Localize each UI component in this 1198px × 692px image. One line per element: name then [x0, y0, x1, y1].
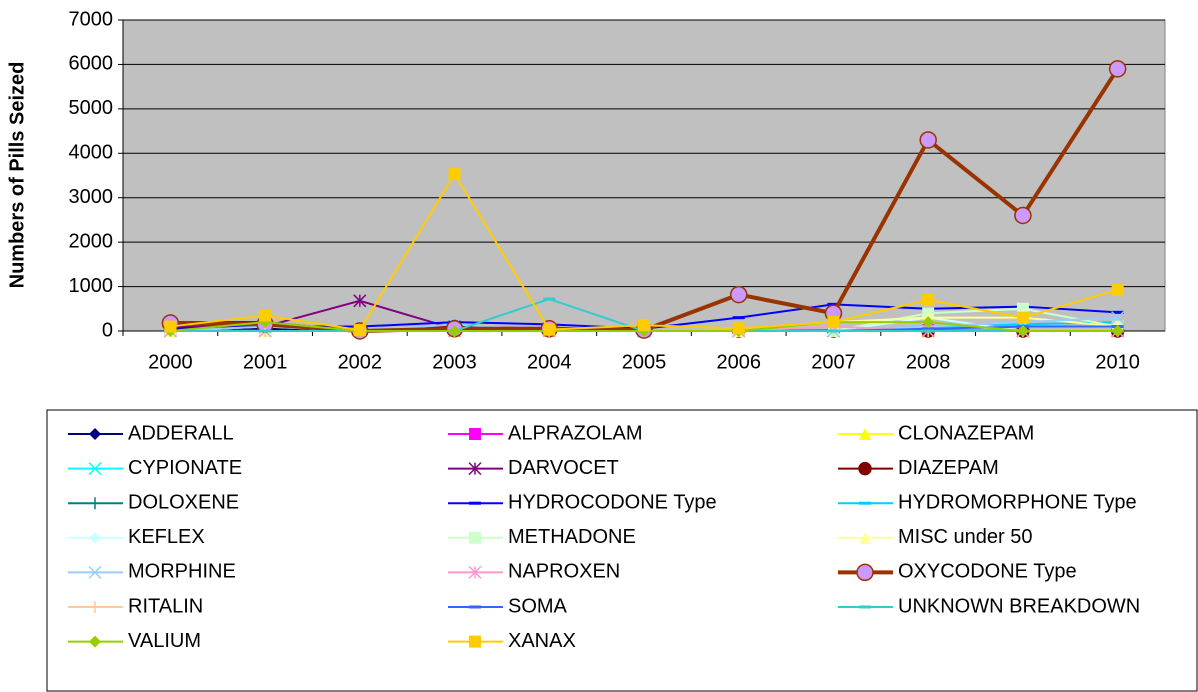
legend-label: MISC under 50 [898, 526, 1033, 548]
point-marker [1016, 322, 1029, 326]
point-marker [543, 323, 556, 336]
x-tick-label: 2004 [527, 351, 572, 373]
legend-label: ALPRAZOLAM [508, 422, 642, 444]
legend-marker [468, 462, 482, 476]
x-tick-label: 2000 [148, 351, 193, 373]
plot-area [122, 19, 1166, 332]
point-marker [922, 329, 935, 333]
legend-marker [469, 531, 481, 544]
point-marker [729, 285, 748, 304]
point-marker [353, 294, 367, 308]
point-marker [448, 325, 461, 337]
legend-marker [88, 565, 102, 579]
y-tick-label: 0 [102, 319, 113, 341]
legend-label: SOMA [508, 595, 568, 617]
x-tick-label: 2006 [716, 351, 761, 373]
point-marker [259, 329, 272, 333]
legend-box [46, 409, 1198, 692]
point-marker [1108, 60, 1127, 78]
x-tick-label: 2008 [906, 351, 951, 373]
legend-marker [859, 531, 871, 544]
legend-label: ADDERALL [128, 422, 234, 444]
legend-marker [469, 635, 481, 648]
legend-marker [89, 428, 101, 440]
legend-marker [89, 497, 101, 510]
legend-marker [859, 501, 871, 505]
y-tick-label: 3000 [69, 186, 114, 208]
legend-label: UNKNOWN BREAKDOWN [898, 595, 1140, 617]
point-marker [922, 327, 935, 331]
point-marker [1016, 311, 1029, 324]
y-tick-label: 5000 [69, 97, 114, 119]
legend-marker [468, 565, 482, 579]
legend-label: DARVOCET [508, 457, 619, 479]
point-marker [448, 168, 461, 181]
y-tick-label: 1000 [69, 275, 114, 297]
point-marker [827, 316, 840, 329]
x-tick-label: 2009 [1001, 351, 1046, 373]
point-marker [732, 322, 745, 335]
point-marker [164, 320, 177, 333]
legend-marker [469, 605, 481, 609]
point-marker [922, 293, 935, 306]
x-tick-label: 2001 [243, 351, 288, 373]
y-tick-label: 2000 [69, 230, 114, 252]
y-tick-label: 6000 [69, 53, 114, 75]
point-marker [827, 329, 840, 333]
legend-label: OXYCODONE Type [898, 561, 1077, 583]
legend-marker [89, 635, 101, 648]
legend-label: VALIUM [128, 630, 201, 652]
x-tick-label: 2003 [432, 351, 477, 373]
point-marker [1014, 206, 1032, 225]
point-marker [1016, 325, 1029, 337]
point-marker [259, 309, 272, 322]
legend-marker [469, 501, 481, 505]
y-tick-label: 4000 [69, 142, 114, 164]
legend-label: KEFLEX [128, 526, 205, 548]
legend-label: NAPROXEN [508, 561, 620, 583]
x-tick-label: 2010 [1095, 351, 1140, 373]
legend-label: XANAX [508, 630, 576, 652]
x-tick-label: 2007 [811, 351, 856, 373]
legend-marker [858, 461, 872, 476]
legend-label: DIAZEPAM [898, 457, 999, 479]
point-marker [543, 297, 556, 301]
legend-label: DOLOXENE [128, 491, 239, 513]
legend-label: HYDROMORPHONE Type [898, 491, 1137, 513]
point-marker [1111, 283, 1124, 296]
point-marker [1111, 311, 1125, 325]
legend-label: MORPHINE [128, 561, 236, 583]
point-marker [922, 316, 935, 329]
legend-label: CYPIONATE [128, 457, 242, 479]
legend-marker [89, 531, 101, 544]
legend-marker [89, 601, 101, 613]
y-axis-title: Numbers of Pills Seized [6, 62, 28, 289]
legend-marker [88, 462, 102, 476]
point-marker [827, 302, 840, 306]
legend-marker [856, 563, 874, 582]
legend-label: HYDROCODONE Type [508, 491, 717, 513]
point-marker [732, 316, 745, 320]
legend-marker [859, 428, 871, 440]
legend-marker [469, 428, 481, 440]
point-marker [353, 324, 366, 337]
point-marker [919, 131, 937, 149]
point-marker [638, 319, 650, 332]
point-marker [1111, 310, 1124, 314]
x-tick-label: 2002 [338, 351, 383, 373]
legend-label: RITALIN [128, 595, 203, 617]
legend-marker [859, 605, 871, 609]
legend-label: CLONAZEPAM [898, 422, 1034, 444]
y-tick-label: 7000 [69, 8, 114, 30]
x-tick-label: 2005 [622, 351, 667, 373]
legend-label: METHADONE [508, 526, 636, 548]
point-marker [1111, 325, 1124, 337]
